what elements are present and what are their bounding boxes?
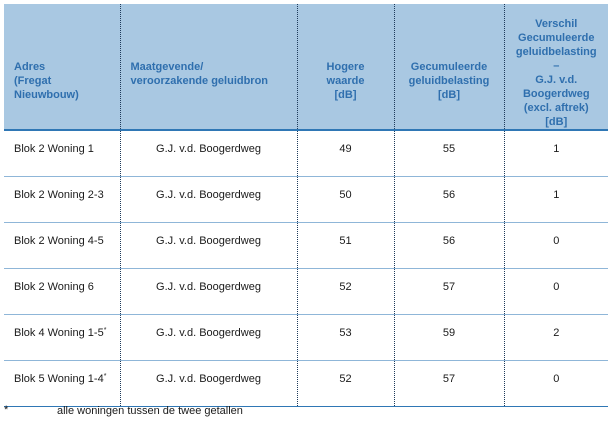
- cell-hogere: 49: [296, 130, 394, 177]
- header-hogere-waarde: Hogere waarde [dB]: [296, 4, 394, 131]
- table-row: Blok 2 Woning 2-3 G.J. v.d. Boogerdweg 5…: [4, 176, 608, 223]
- cell-verschil: 1: [503, 130, 608, 177]
- footnote: * alle woningen tussen de twee getallen: [4, 404, 608, 420]
- header-bron: Maatgevende/ veroorzakende geluidbron: [119, 4, 297, 131]
- cell-adres: Blok 2 Woning 2-3: [4, 176, 120, 223]
- cell-hogere: 52: [296, 360, 394, 407]
- cell-adres: Blok 5 Woning 1-4*: [4, 360, 120, 407]
- cell-verschil: 0: [503, 268, 608, 315]
- header-verschil: Verschil Gecumuleerde geluidbelasting – …: [503, 4, 608, 131]
- cell-gecumuleerde: 59: [393, 314, 504, 361]
- cell-bron: G.J. v.d. Boogerdweg: [119, 176, 297, 223]
- cell-adres: Blok 2 Woning 4-5: [4, 222, 120, 269]
- noise-table: Adres (Fregat Nieuwbouw) Maatgevende/ ve…: [4, 4, 608, 407]
- footnote-text: alle woningen tussen de twee getallen: [57, 405, 243, 417]
- cell-bron: G.J. v.d. Boogerdweg: [119, 360, 297, 407]
- table-row: Blok 2 Woning 1 G.J. v.d. Boogerdweg 49 …: [4, 130, 608, 177]
- table-row: Blok 2 Woning 6 G.J. v.d. Boogerdweg 52 …: [4, 268, 608, 315]
- cell-verschil: 2: [503, 314, 608, 361]
- cell-gecumuleerde: 55: [393, 130, 504, 177]
- table-row: Blok 4 Woning 1-5* G.J. v.d. Boogerdweg …: [4, 314, 608, 361]
- cell-bron: G.J. v.d. Boogerdweg: [119, 130, 297, 177]
- cell-adres: Blok 4 Woning 1-5*: [4, 314, 120, 361]
- table-row: Blok 5 Woning 1-4* G.J. v.d. Boogerdweg …: [4, 360, 608, 407]
- cell-hogere: 51: [296, 222, 394, 269]
- header-gecumuleerde: Gecumuleerde geluidbelasting [dB]: [393, 4, 504, 131]
- cell-bron: G.J. v.d. Boogerdweg: [119, 268, 297, 315]
- cell-hogere: 53: [296, 314, 394, 361]
- cell-bron: G.J. v.d. Boogerdweg: [119, 222, 297, 269]
- cell-bron: G.J. v.d. Boogerdweg: [119, 314, 297, 361]
- cell-hogere: 50: [296, 176, 394, 223]
- cell-adres: Blok 2 Woning 1: [4, 130, 120, 177]
- cell-gecumuleerde: 57: [393, 360, 504, 407]
- footnote-mark: *: [4, 404, 9, 416]
- cell-verschil: 1: [503, 176, 608, 223]
- cell-hogere: 52: [296, 268, 394, 315]
- cell-gecumuleerde: 56: [393, 222, 504, 269]
- cell-gecumuleerde: 57: [393, 268, 504, 315]
- cell-adres: Blok 2 Woning 6: [4, 268, 120, 315]
- header-adres: Adres (Fregat Nieuwbouw): [4, 4, 120, 131]
- header-row: Adres (Fregat Nieuwbouw) Maatgevende/ ve…: [4, 4, 608, 131]
- cell-verschil: 0: [503, 360, 608, 407]
- cell-gecumuleerde: 56: [393, 176, 504, 223]
- cell-verschil: 0: [503, 222, 608, 269]
- table-row: Blok 2 Woning 4-5 G.J. v.d. Boogerdweg 5…: [4, 222, 608, 269]
